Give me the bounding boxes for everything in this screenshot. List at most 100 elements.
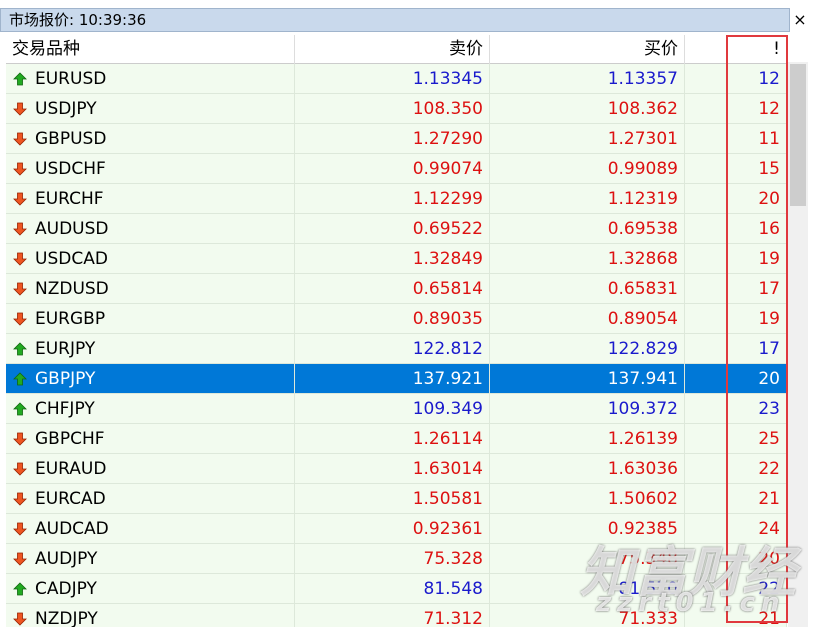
spread-cell: 17 (685, 334, 787, 364)
ask-cell: 71.333 (490, 604, 685, 627)
quote-row[interactable]: CHFJPY 109.349 109.372 23 (6, 394, 787, 424)
symbol: EURGBP (35, 309, 106, 329)
quote-row[interactable]: EURAUD 1.63014 1.63036 22 (6, 454, 787, 484)
symbol-cell: GBPCHF (6, 424, 295, 454)
spread-cell: 23 (685, 394, 787, 424)
quote-row[interactable]: GBPJPY 137.921 137.941 20 (6, 364, 787, 394)
symbol: CADJPY (35, 579, 97, 599)
trend-icon (13, 402, 27, 416)
quote-row[interactable]: EURJPY 122.812 122.829 17 (6, 334, 787, 364)
trend-icon (13, 72, 27, 86)
ask-cell: 1.50602 (490, 484, 685, 514)
ask-cell: 108.362 (490, 94, 685, 124)
quote-row[interactable]: EURCAD 1.50581 1.50602 21 (6, 484, 787, 514)
quote-row[interactable]: EURCHF 1.12299 1.12319 20 (6, 184, 787, 214)
quote-row[interactable]: GBPCHF 1.26114 1.26139 25 (6, 424, 787, 454)
symbol-cell: GBPJPY (6, 364, 295, 394)
trend-icon (13, 312, 27, 326)
symbol: USDJPY (35, 99, 97, 119)
bid-cell: 137.921 (295, 364, 490, 394)
bid-cell: 1.50581 (295, 484, 490, 514)
quote-row[interactable]: AUDCAD 0.92361 0.92385 24 (6, 514, 787, 544)
ask-cell: 1.27301 (490, 124, 685, 154)
scroll-thumb[interactable] (790, 64, 806, 206)
quote-row[interactable]: USDCAD 1.32849 1.32868 19 (6, 244, 787, 274)
trend-icon (13, 552, 27, 566)
quote-row[interactable]: GBPUSD 1.27290 1.27301 11 (6, 124, 787, 154)
symbol-cell: EURCAD (6, 484, 295, 514)
ask-cell: 75.348 (490, 544, 685, 574)
quote-row[interactable]: USDCHF 0.99074 0.99089 15 (6, 154, 787, 184)
spread-cell: 25 (685, 424, 787, 454)
symbol-cell: USDJPY (6, 94, 295, 124)
trend-icon (13, 492, 27, 506)
symbol: EURCAD (35, 489, 106, 509)
symbol-cell: USDCHF (6, 154, 295, 184)
trend-icon (13, 522, 27, 536)
spread-cell: 12 (685, 64, 787, 94)
quote-row[interactable]: EURGBP 0.89035 0.89054 19 (6, 304, 787, 334)
symbol: AUDJPY (35, 549, 98, 569)
symbol: GBPJPY (35, 369, 96, 389)
close-button[interactable]: × (793, 10, 807, 29)
watermark-brand: 知富财经 (580, 541, 796, 604)
column-header[interactable]: ! (685, 35, 787, 64)
symbol: EURAUD (35, 459, 107, 479)
symbol: AUDUSD (35, 219, 109, 239)
bid-cell: 1.26114 (295, 424, 490, 454)
spread-cell: 20 (685, 184, 787, 214)
ask-cell: 1.63036 (490, 454, 685, 484)
ask-cell: 1.32868 (490, 244, 685, 274)
quote-row[interactable]: CADJPY 81.548 81.570 22 (6, 574, 787, 604)
trend-icon (13, 222, 27, 236)
symbol: EURCHF (35, 189, 104, 209)
trend-icon (13, 432, 27, 446)
ask-cell: 109.372 (490, 394, 685, 424)
spread-cell: 19 (685, 244, 787, 274)
bid-cell: 109.349 (295, 394, 490, 424)
bid-cell: 0.99074 (295, 154, 490, 184)
symbol: CHFJPY (35, 399, 95, 419)
symbol-cell: NZDJPY (6, 604, 295, 627)
ask-cell: 0.92385 (490, 514, 685, 544)
symbol-cell: NZDUSD (6, 274, 295, 304)
symbol: NZDJPY (35, 609, 98, 627)
symbol-cell: EURJPY (6, 334, 295, 364)
symbol: USDCAD (35, 249, 108, 269)
quote-row[interactable]: AUDUSD 0.69522 0.69538 16 (6, 214, 787, 244)
trend-icon (13, 372, 27, 386)
symbol: EURJPY (35, 339, 96, 359)
title-bar: 市场报价: 10:39:36 (0, 8, 790, 32)
trend-icon (13, 612, 27, 626)
quote-row[interactable]: EURUSD 1.13345 1.13357 12 (6, 64, 787, 94)
symbol-cell: USDCAD (6, 244, 295, 274)
spread-cell: 16 (685, 214, 787, 244)
bid-cell: 81.548 (295, 574, 490, 604)
trend-icon (13, 132, 27, 146)
spread-cell: 11 (685, 124, 787, 154)
column-header[interactable]: 交易品种 (6, 35, 295, 64)
spread-cell: 15 (685, 154, 787, 184)
column-header[interactable]: 卖价 (295, 35, 490, 64)
symbol-cell: EURUSD (6, 64, 295, 94)
ask-cell: 0.65831 (490, 274, 685, 304)
bid-cell: 1.13345 (295, 64, 490, 94)
spread-cell: 17 (685, 274, 787, 304)
quote-row[interactable]: AUDJPY 75.328 75.348 20 (6, 544, 787, 574)
quote-row[interactable]: NZDUSD 0.65814 0.65831 17 (6, 274, 787, 304)
bid-cell: 0.89035 (295, 304, 490, 334)
symbol: AUDCAD (35, 519, 109, 539)
watermark-site: zzrt01.cn (596, 588, 786, 618)
bid-cell: 1.12299 (295, 184, 490, 214)
trend-icon (13, 192, 27, 206)
symbol-cell: GBPUSD (6, 124, 295, 154)
quote-row[interactable]: USDJPY 108.350 108.362 12 (6, 94, 787, 124)
spread-cell: 21 (685, 484, 787, 514)
symbol-cell: AUDJPY (6, 544, 295, 574)
column-header[interactable]: 买价 (490, 35, 685, 64)
table-header: 交易品种 卖价 买价! (6, 35, 787, 64)
symbol-cell: EURCHF (6, 184, 295, 214)
trend-icon (13, 252, 27, 266)
spread-cell: 12 (685, 94, 787, 124)
